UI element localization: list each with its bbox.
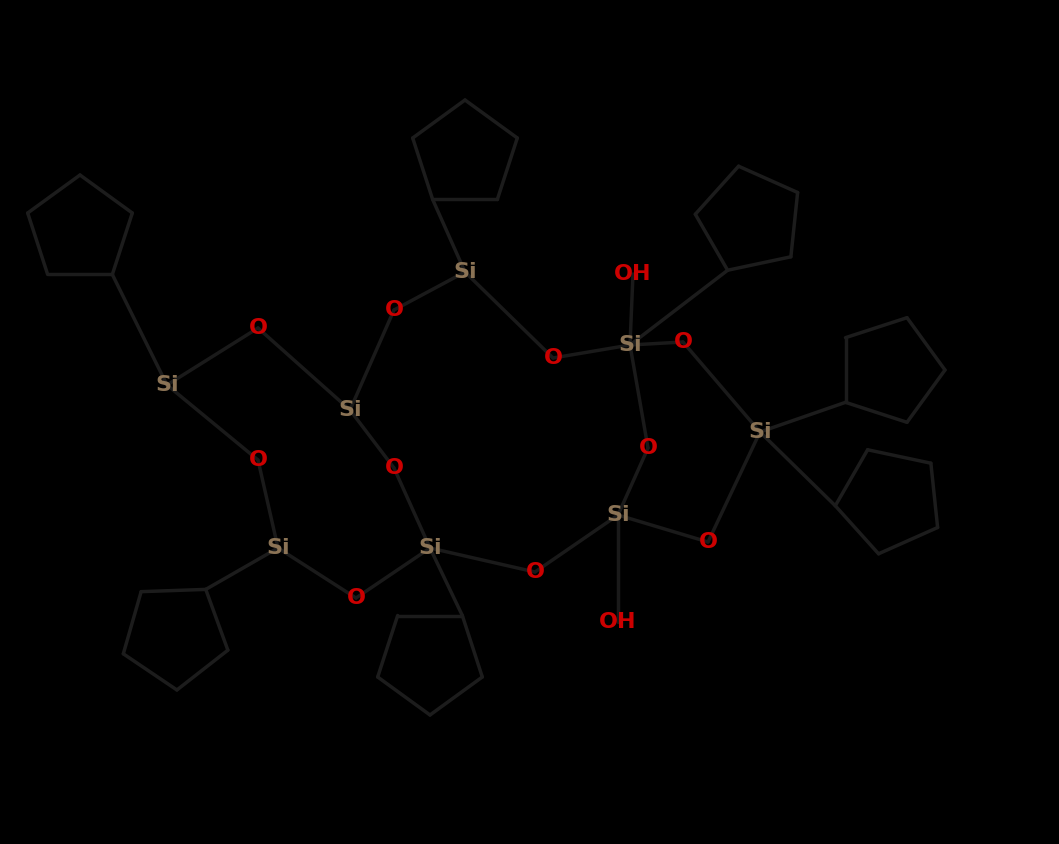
Text: O: O bbox=[384, 458, 403, 478]
Text: O: O bbox=[674, 332, 693, 352]
Text: O: O bbox=[249, 318, 268, 338]
Text: Si: Si bbox=[749, 422, 772, 442]
Text: OH: OH bbox=[614, 264, 651, 284]
Text: O: O bbox=[249, 450, 268, 470]
Text: Si: Si bbox=[606, 505, 630, 525]
Text: Si: Si bbox=[156, 375, 179, 395]
Text: Si: Si bbox=[618, 335, 642, 355]
Text: Si: Si bbox=[453, 262, 477, 282]
Text: O: O bbox=[346, 588, 365, 608]
Text: OH: OH bbox=[599, 612, 636, 632]
Text: O: O bbox=[543, 348, 562, 368]
Text: Si: Si bbox=[418, 538, 442, 558]
Text: Si: Si bbox=[338, 400, 362, 420]
Text: O: O bbox=[525, 562, 544, 582]
Text: O: O bbox=[639, 438, 658, 458]
Text: O: O bbox=[384, 300, 403, 320]
Text: Si: Si bbox=[266, 538, 290, 558]
Text: O: O bbox=[699, 532, 718, 552]
